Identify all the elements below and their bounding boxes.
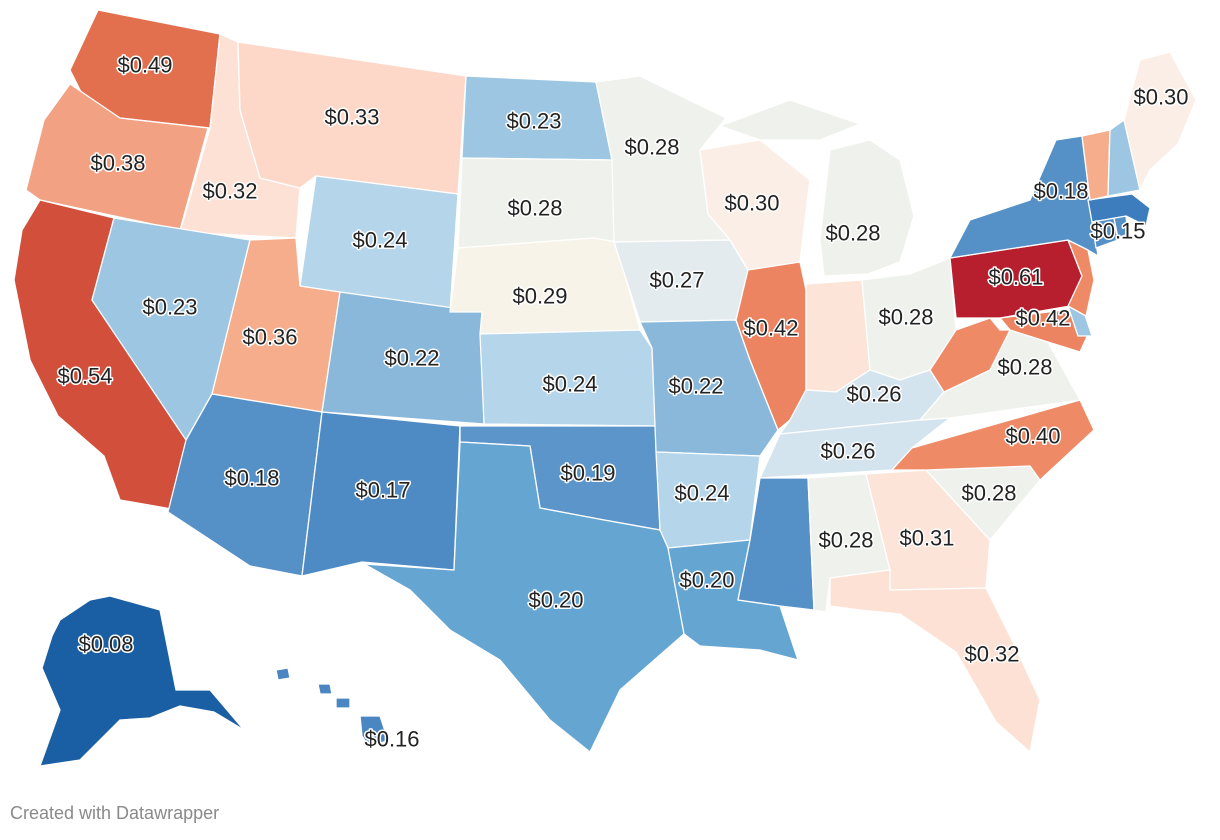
state-md[interactable] <box>999 309 1091 353</box>
label-nv: $0.23 <box>142 295 197 320</box>
label-hi: $0.16 <box>364 727 419 752</box>
label-ut: $0.36 <box>242 325 297 350</box>
state-nc[interactable] <box>891 399 1095 481</box>
label-ca: $0.54 <box>57 364 112 389</box>
label-ar: $0.24 <box>674 481 729 506</box>
label-ak: $0.08 <box>78 632 133 657</box>
label-oh: $0.28 <box>878 305 933 330</box>
label-id: $0.32 <box>202 179 257 204</box>
label-ny: $0.18 <box>1033 179 1088 204</box>
label-sc: $0.28 <box>961 481 1016 506</box>
state-value-labels: $0.49 $0.38 $0.54 $0.32 $0.23 $0.33 $0.2… <box>56 51 1190 753</box>
label-mt: $0.33 <box>324 105 379 130</box>
state-me[interactable] <box>1123 51 1197 191</box>
label-il: $0.42 <box>743 316 798 341</box>
label-wy: $0.24 <box>352 228 407 253</box>
label-la: $0.20 <box>679 568 734 593</box>
state-wv[interactable] <box>929 317 1011 393</box>
state-in[interactable] <box>805 279 871 393</box>
label-mo: $0.22 <box>668 374 723 399</box>
label-md: $0.42 <box>1015 306 1070 331</box>
label-tn: $0.26 <box>820 439 875 464</box>
label-ma: $0.15 <box>1090 219 1145 244</box>
label-pa: $0.61 <box>988 265 1043 290</box>
label-fl: $0.32 <box>964 642 1019 667</box>
state-hi[interactable] <box>275 667 389 749</box>
state-ma[interactable] <box>1087 193 1151 227</box>
state-mi[interactable] <box>719 99 915 277</box>
datawrapper-credit[interactable]: Created with Datawrapper <box>10 803 220 823</box>
state-tx[interactable] <box>363 441 685 753</box>
label-az: $0.18 <box>224 466 279 491</box>
state-fl[interactable] <box>829 569 1041 753</box>
label-tx: $0.20 <box>528 588 583 613</box>
label-me: $0.30 <box>1133 85 1188 110</box>
label-sd: $0.28 <box>507 196 562 221</box>
state-nm[interactable] <box>301 411 461 577</box>
label-co: $0.22 <box>384 346 439 371</box>
state-or[interactable] <box>25 83 209 231</box>
label-va: $0.28 <box>997 355 1052 380</box>
label-ne: $0.29 <box>512 284 567 309</box>
label-ok: $0.19 <box>560 461 615 486</box>
state-ak[interactable] <box>39 595 245 767</box>
label-nm: $0.17 <box>355 478 410 503</box>
label-ky: $0.26 <box>846 382 901 407</box>
label-ks: $0.24 <box>542 372 597 397</box>
label-mn: $0.28 <box>624 135 679 160</box>
label-mi: $0.28 <box>825 221 880 246</box>
label-al: $0.28 <box>818 528 873 553</box>
label-wi: $0.30 <box>724 191 779 216</box>
label-nc: $0.40 <box>1005 424 1060 449</box>
label-nd: $0.23 <box>506 109 561 134</box>
label-ga: $0.31 <box>899 526 954 551</box>
label-or: $0.38 <box>90 151 145 176</box>
state-shapes <box>13 9 1197 767</box>
label-wa: $0.49 <box>117 53 172 78</box>
label-ia: $0.27 <box>649 268 704 293</box>
